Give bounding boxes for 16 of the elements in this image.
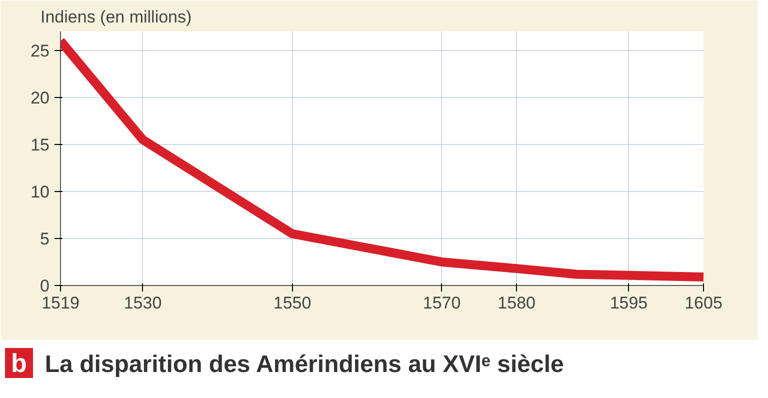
y-tick-label: 0	[40, 276, 50, 296]
x-tick-label: 1595	[610, 294, 648, 312]
y-tick-label: 5	[40, 229, 50, 248]
y-tick-label: 25	[30, 41, 50, 60]
y-tick-label: 20	[30, 88, 50, 108]
text: La disparition des Amérindiens au XVIᵉ siècle	[44, 351, 564, 378]
x-tick-label: 1580	[498, 294, 536, 312]
x-tick-label: 1605	[684, 294, 722, 312]
y-tick-label: 10	[30, 182, 50, 202]
x-tick-label: 1530	[124, 294, 162, 312]
x-tick-label: 1519	[42, 294, 80, 312]
y-tick-label: 15	[30, 135, 50, 154]
y-axis-title: Indiens (en millions)	[40, 8, 192, 26]
x-tick-label: 1570	[422, 294, 461, 312]
text: b	[5, 348, 33, 378]
x-tick-label: 1550	[273, 294, 312, 312]
